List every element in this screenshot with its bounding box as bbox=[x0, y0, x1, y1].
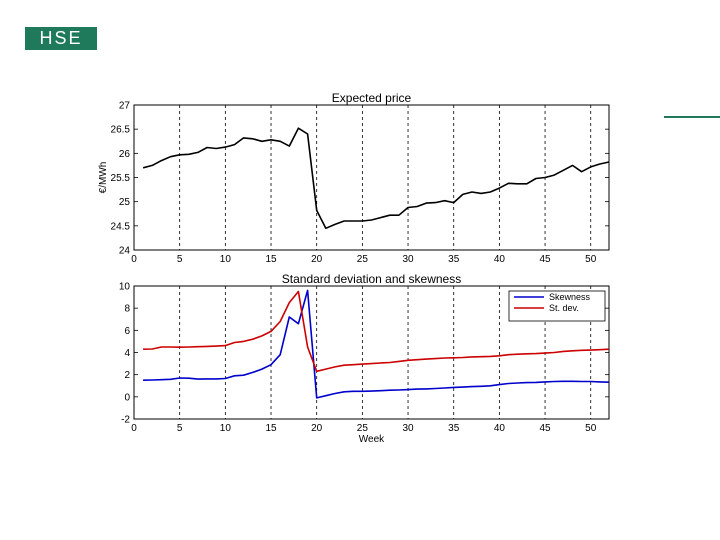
chart1-x-tick-label: 40 bbox=[494, 254, 506, 265]
chart1-x-tick-label: 50 bbox=[585, 254, 597, 265]
chart1-x-tick-label: 10 bbox=[220, 254, 232, 265]
chart2-x-tick-label: 0 bbox=[131, 423, 137, 434]
chart2-x-tick-label: 45 bbox=[539, 423, 551, 434]
chart1-y-tick-label: 24.5 bbox=[111, 221, 131, 232]
chart1-y-tick-label: 24 bbox=[119, 246, 131, 257]
chart1-plot-frame bbox=[133, 104, 610, 251]
chart1-x-tick-label: 15 bbox=[265, 254, 277, 265]
accent-line bbox=[664, 116, 720, 118]
chart1-y-tick-label: 27 bbox=[119, 101, 131, 112]
chart1-x-tick-label: 35 bbox=[448, 254, 460, 265]
chart2-x-tick-label: 10 bbox=[220, 423, 232, 434]
chart1-series-1-line bbox=[142, 127, 610, 230]
chart1-x-tick-label: 30 bbox=[402, 254, 414, 265]
chart1-y-tick-label: 25.5 bbox=[111, 173, 131, 184]
chart2-x-tick-label: 40 bbox=[494, 423, 506, 434]
chart2-y-tick-label: -2 bbox=[121, 415, 130, 426]
chart2-x-axis-title: Week bbox=[359, 434, 385, 445]
chart2-legend-label: Skewness bbox=[549, 292, 591, 302]
chart2-y-tick-label: 8 bbox=[124, 304, 130, 315]
chart2-legend-label: St. dev. bbox=[549, 303, 579, 313]
chart1-x-tick-label: 45 bbox=[539, 254, 551, 265]
chart2-x-tick-label: 35 bbox=[448, 423, 460, 434]
chart1-y-axis-title: €/MWh bbox=[98, 162, 109, 194]
chart1-x-tick-label: 25 bbox=[357, 254, 369, 265]
chart2-skewness-line bbox=[143, 289, 610, 399]
hse-logo: HSE bbox=[25, 27, 97, 50]
chart1-y-tick-label: 25 bbox=[119, 197, 131, 208]
chart2-x-tick-label: 20 bbox=[311, 423, 323, 434]
chart2-y-tick-label: 6 bbox=[124, 326, 130, 337]
chart1-x-tick-label: 20 bbox=[311, 254, 323, 265]
chart2-x-tick-label: 25 bbox=[357, 423, 369, 434]
chart2-y-tick-label: 10 bbox=[119, 282, 131, 293]
chart1-y-tick-label: 26.5 bbox=[111, 125, 131, 136]
chart2-title: Standard deviation and skewness bbox=[282, 272, 461, 286]
chart2-st-dev-line bbox=[143, 290, 610, 373]
chart2-y-tick-label: 4 bbox=[124, 348, 130, 359]
chart2-x-tick-label: 5 bbox=[177, 423, 183, 434]
chart1-x-tick-label: 0 bbox=[131, 254, 137, 265]
chart1-x-tick-label: 5 bbox=[177, 254, 183, 265]
chart1-title: Expected price bbox=[332, 91, 412, 105]
chart2-y-tick-label: 0 bbox=[124, 392, 130, 403]
chart2-x-tick-label: 15 bbox=[265, 423, 277, 434]
chart2-y-tick-label: 2 bbox=[124, 370, 130, 381]
chart2-legend-box bbox=[508, 290, 606, 322]
chart2-x-tick-label: 30 bbox=[402, 423, 414, 434]
chart2-x-tick-label: 50 bbox=[585, 423, 597, 434]
chart1-y-tick-label: 26 bbox=[119, 149, 131, 160]
